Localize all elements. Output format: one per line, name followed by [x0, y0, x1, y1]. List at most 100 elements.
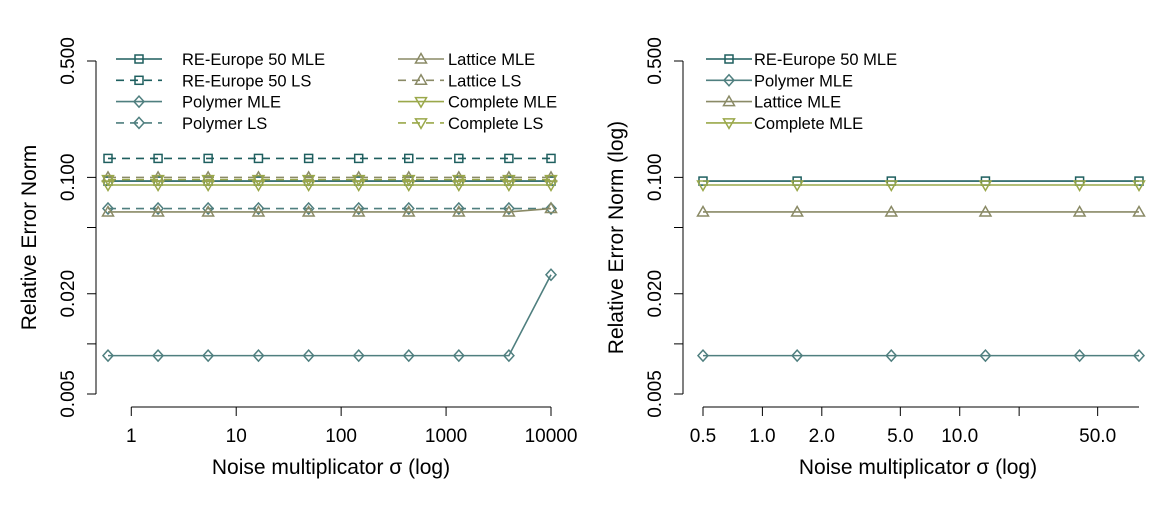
- legend-marker: [132, 94, 146, 109]
- data-point: [252, 349, 265, 363]
- legend-marker: [132, 116, 146, 130]
- data-point: [351, 174, 366, 187]
- data-point: [502, 180, 516, 192]
- data-point: [544, 268, 558, 282]
- x-axis: 1 10 100 1000 10000: [126, 406, 577, 447]
- data-point: [979, 349, 992, 363]
- x-axis-label: Noise multiplicator σ (log): [799, 456, 1037, 479]
- data-point: [1072, 180, 1087, 192]
- data-point: [351, 204, 366, 217]
- data-point: [352, 349, 365, 363]
- series-polymer-ls: [101, 201, 558, 216]
- data-point: [352, 201, 365, 216]
- data-point: [502, 201, 515, 216]
- data-point: [502, 349, 515, 363]
- chart-panel-2: 0.005 0.020 0.100 0.500 Relative Error Norm …: [605, 37, 1146, 479]
- chart-panel-1: 0.005 0.020 0.100 0.500 Relative Error Norm 1…: [18, 37, 577, 479]
- data-point: [504, 153, 514, 164]
- data-point: [696, 204, 710, 217]
- series-polymer-mle: [101, 268, 558, 363]
- legend-marker: [724, 54, 734, 64]
- legend-item: Complete MLE: [706, 115, 863, 133]
- y-tick-label: 0.500: [58, 37, 79, 85]
- y-tick-label: 0.100: [645, 154, 666, 202]
- data-point: [696, 349, 710, 363]
- series-line: [108, 207, 552, 213]
- x-tick-label: 10.0: [941, 426, 978, 447]
- data-point: [101, 204, 115, 217]
- legend-item: Lattice MLE: [706, 94, 841, 112]
- data-point: [452, 174, 466, 187]
- data-point: [978, 180, 993, 192]
- legend-item: RE-Europe 50 MLE: [116, 51, 325, 69]
- data-point: [302, 349, 315, 363]
- legend-label: Lattice MLE: [754, 94, 841, 112]
- data-point: [301, 204, 316, 217]
- data-point: [791, 349, 804, 363]
- series-complete-mle: [101, 180, 558, 192]
- x-tick-label: 0.5: [690, 426, 716, 447]
- data-point: [884, 180, 899, 192]
- data-point: [402, 349, 415, 363]
- legend-marker: [414, 118, 428, 130]
- legend-marker: [722, 73, 736, 87]
- data-point: [402, 201, 415, 216]
- data-point: [251, 180, 266, 192]
- data-point: [978, 204, 993, 217]
- y-tick-label: 0.020: [58, 270, 79, 318]
- data-point: [790, 204, 804, 217]
- data-point: [152, 349, 165, 363]
- data-point: [454, 153, 464, 164]
- legend-label: Polymer LS: [182, 115, 267, 133]
- data-point: [885, 349, 898, 363]
- x-tick-label: 1.0: [749, 426, 775, 447]
- series-re-europe-50-mle: [103, 176, 556, 186]
- y-axis-label: Relative Error Norm: [18, 145, 41, 331]
- legend-item: Lattice MLE: [398, 51, 535, 69]
- series-polymer-mle: [696, 349, 1146, 363]
- y-tick-label: 0.005: [58, 370, 79, 418]
- x-tick-label: 100: [325, 426, 357, 447]
- legend-label: Complete LS: [448, 115, 543, 133]
- data-point: [253, 153, 264, 164]
- data-point: [1072, 204, 1087, 217]
- y-tick-label: 0.020: [645, 270, 666, 318]
- legend-marker: [722, 118, 736, 130]
- data-point: [301, 174, 316, 187]
- data-point: [101, 201, 115, 216]
- y-tick-label: 0.500: [645, 37, 666, 85]
- x-tick-label: 1000: [425, 426, 467, 447]
- legend-marker: [414, 52, 428, 64]
- legend-item: Complete LS: [398, 115, 543, 133]
- y-tick-label: 0.100: [58, 154, 79, 202]
- data-point: [151, 180, 165, 192]
- y-axis: 0.005 0.020 0.100 0.500: [645, 37, 684, 418]
- series-complete-ls: [101, 174, 558, 187]
- data-point: [151, 204, 165, 217]
- legend-label: RE-Europe 50 LS: [182, 72, 311, 90]
- x-tick-label: 5.0: [887, 426, 913, 447]
- legend-item: RE-Europe 50 LS: [116, 72, 311, 90]
- x-axis: 0.5 1.0 2.0 5.0 10.0 50.0: [690, 406, 1139, 447]
- data-point: [101, 174, 115, 187]
- x-tick-label: 1: [126, 426, 137, 447]
- data-point: [303, 153, 314, 164]
- legend-marker: [414, 96, 428, 109]
- data-point: [544, 201, 558, 216]
- legend-label: RE-Europe 50 MLE: [182, 51, 325, 69]
- series-re-europe-50-ls: [103, 153, 556, 164]
- data-point: [201, 174, 215, 187]
- legend-label: Polymer MLE: [182, 94, 281, 112]
- data-point: [502, 174, 516, 187]
- data-point: [544, 201, 558, 214]
- data-point: [251, 204, 266, 217]
- data-point: [351, 180, 366, 192]
- data-point: [401, 174, 416, 187]
- data-point: [151, 174, 165, 187]
- data-point: [201, 180, 215, 192]
- legend-label: RE-Europe 50 MLE: [754, 51, 897, 69]
- legend: RE-Europe 50 MLE Polymer MLE Lattice MLE Co…: [706, 51, 897, 133]
- data-point: [302, 201, 315, 216]
